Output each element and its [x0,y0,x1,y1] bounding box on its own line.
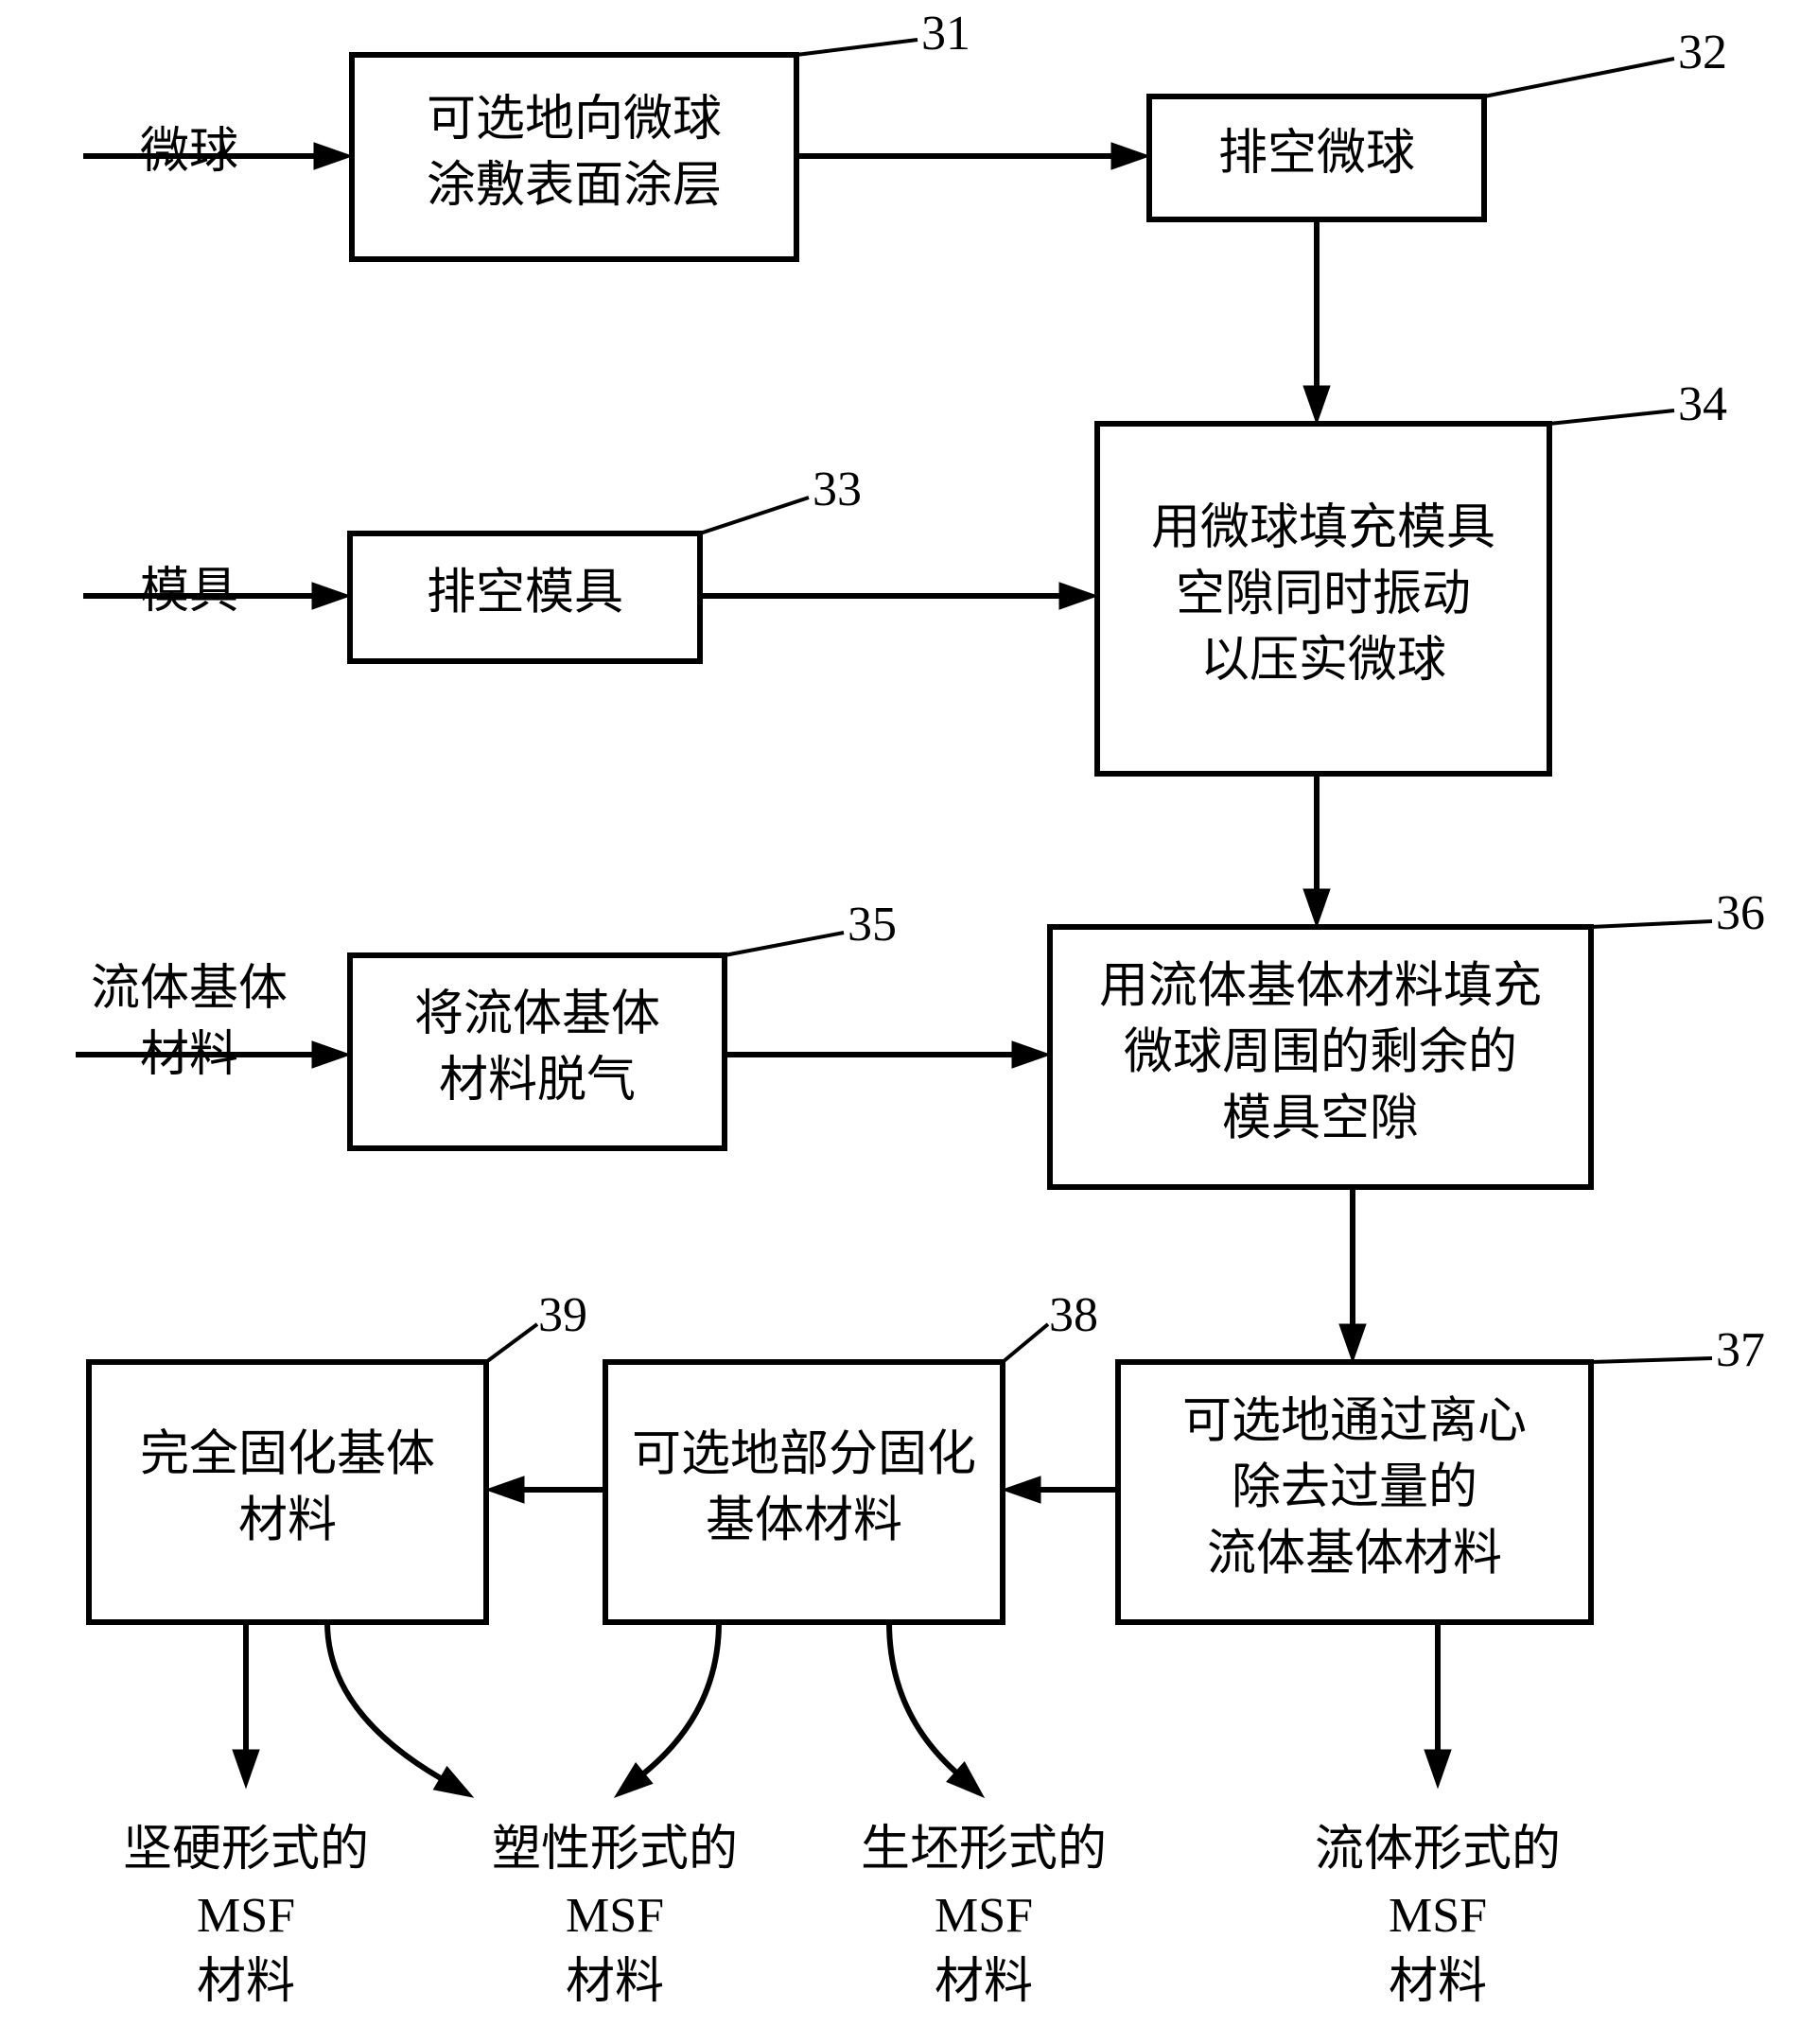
output-label-o4-line: 流体形式的 [1315,1823,1561,1877]
output-label-o3: 生坯形式的 MSF 材料 [861,1823,1107,2009]
box-label-b35-line: 材料脱气 [439,1054,636,1108]
input-label-i2: 模具 [140,565,238,619]
arrow [615,1622,719,1797]
ref-leader [1003,1324,1048,1362]
box-label-b35-line: 将流体基体 [414,987,660,1041]
output-label-o1: 坚硬形式的 MSF 材料 [123,1823,369,2009]
box-rect [352,55,796,259]
ref-number-b38: 38 [1049,1288,1098,1342]
output-label-o2: 塑性形式的 MSF 材料 [492,1823,738,2009]
box-label-b38-line: 可选地部分固化 [632,1427,976,1481]
input-label-i3: 流体基体材料 [91,962,288,1082]
output-label-o1-line: 材料 [197,1955,295,2009]
arrow [1303,774,1330,927]
box-label-b34-line: 以压实微球 [1200,634,1446,688]
box-rect [605,1362,1003,1622]
output-label-o1-line: MSF [197,1889,295,1943]
arrow [725,1041,1050,1068]
box-label-b39-line: 材料 [238,1494,337,1547]
input-label-i3-line: 流体基体 [91,962,288,1016]
output-label-o2-line: 塑性形式的 [492,1823,738,1877]
box-label-b31-line: 涂敷表面涂层 [427,159,722,213]
ref-number-b31: 31 [921,7,970,61]
box-label-b38-line: 基体材料 [706,1494,902,1547]
arrow [486,1476,605,1503]
output-label-o4-line: 材料 [1389,1955,1487,2009]
ref-number-b32: 32 [1678,26,1727,79]
ref-leader [1484,59,1674,96]
output-label-o2-line: MSF [566,1889,664,1943]
box-label-b32-line: 排空微球 [1218,127,1415,181]
arrow [1339,1187,1366,1362]
ref-leader [1591,1358,1712,1362]
ref-leader [1549,411,1674,424]
box-label-b34-line: 空隙同时振动 [1176,568,1471,621]
ref-number-b34: 34 [1678,377,1727,431]
box-rect [350,955,725,1148]
ref-number-b39: 39 [538,1288,587,1342]
box-label-b39-line: 完全固化基体 [140,1427,435,1481]
box-label-b36-line: 用流体基体材料填充 [1099,959,1542,1013]
output-label-o4-line: MSF [1389,1889,1487,1943]
output-label-o1-line: 坚硬形式的 [123,1823,369,1877]
input-label-i2-line: 模具 [140,565,238,619]
input-label-i1: 微球 [140,125,238,179]
box-b39 [89,1362,486,1622]
arrow [1425,1622,1451,1788]
box-label-b37-line: 流体基体材料 [1207,1527,1502,1581]
ref-number-b37: 37 [1716,1323,1765,1377]
output-label-o3-line: 生坯形式的 [861,1823,1107,1877]
flowchart-canvas: 可选地向微球涂敷表面涂层 排空微球排空模具 用微球填充模具空隙同时振动以压实微球将流… [0,0,1818,2044]
arrow [1003,1476,1118,1503]
box-label-b36-line: 模具空隙 [1222,1092,1419,1145]
box-label-b36-line: 微球周围的剩余的 [1124,1025,1517,1079]
ref-leader [486,1324,537,1362]
output-label-o2-line: 材料 [566,1955,664,2009]
ref-leader [700,498,809,533]
box-b38 [605,1362,1003,1622]
box-label-b33: 排空模具 [427,566,623,620]
box-label-b37-line: 可选地通过离心 [1182,1394,1527,1448]
ref-number-b36: 36 [1716,886,1765,940]
arrow [327,1622,473,1797]
box-b31 [352,55,796,259]
input-label-i1-line: 微球 [140,125,238,179]
box-label-b34: 用微球填充模具空隙同时振动以压实微球 [1151,501,1495,688]
arrow [1303,219,1330,424]
ref-leader [725,933,844,955]
output-label-o3-line: MSF [935,1889,1033,1943]
box-label-b37: 可选地通过离心除去过量的流体基体材料 [1182,1394,1527,1581]
ref-number-b35: 35 [848,898,897,952]
box-b35 [350,955,725,1148]
ref-number-b33: 33 [813,463,862,516]
box-label-b37-line: 除去过量的 [1232,1460,1477,1514]
box-rect [89,1362,486,1622]
output-label-o3-line: 材料 [935,1955,1033,2009]
arrow [233,1622,259,1788]
box-label-b33-line: 排空模具 [427,566,623,620]
arrow [700,583,1097,609]
output-label-o4: 流体形式的 MSF 材料 [1315,1823,1561,2009]
arrow [889,1622,984,1797]
arrow [796,143,1149,169]
box-label-b32: 排空微球 [1218,127,1415,181]
ref-leader [1591,921,1712,927]
box-label-b31-line: 可选地向微球 [427,93,722,147]
ref-leader [796,40,918,55]
box-label-b34-line: 用微球填充模具 [1151,501,1495,555]
